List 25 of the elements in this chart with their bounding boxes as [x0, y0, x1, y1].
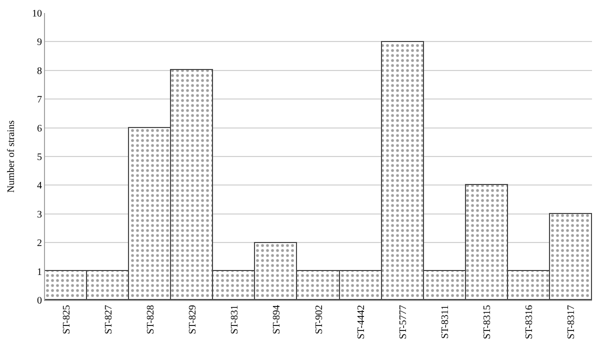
x-tick-label: ST-8315: [482, 305, 494, 340]
x-tick-label: ST-5777: [398, 305, 409, 340]
x-tick-label: ST-8317: [566, 305, 578, 340]
x-tick-label: ST-831: [230, 305, 241, 334]
x-tick-label: ST-829: [188, 305, 199, 334]
y-tick-label: 9: [37, 37, 42, 48]
y-tick-label: 8: [37, 66, 42, 77]
y-tick-label: 5: [37, 152, 42, 163]
x-tick-label: ST-828: [145, 305, 156, 334]
y-axis-title: Number of strains: [6, 120, 17, 193]
x-tick-label: ST-4442: [356, 305, 367, 340]
x-tick-label: ST-825: [61, 305, 72, 334]
x-tick-label: ST-902: [314, 305, 325, 334]
y-tick-label: 10: [32, 8, 42, 20]
y-tick-label: 3: [37, 209, 42, 220]
x-tick-label: ST-827: [103, 305, 114, 334]
y-tick-label: 4: [37, 180, 42, 192]
x-tick-label: ST-894: [272, 305, 283, 334]
x-tick-label: ST-8316: [524, 305, 536, 340]
y-tick-label: 1: [37, 266, 42, 278]
y-tick-label: 6: [37, 123, 42, 134]
x-tick-label: ST-8311: [440, 305, 451, 339]
y-tick-label: 2: [37, 238, 42, 250]
y-tick-label: 7: [37, 94, 42, 106]
y-tick-label: 0: [37, 296, 42, 306]
